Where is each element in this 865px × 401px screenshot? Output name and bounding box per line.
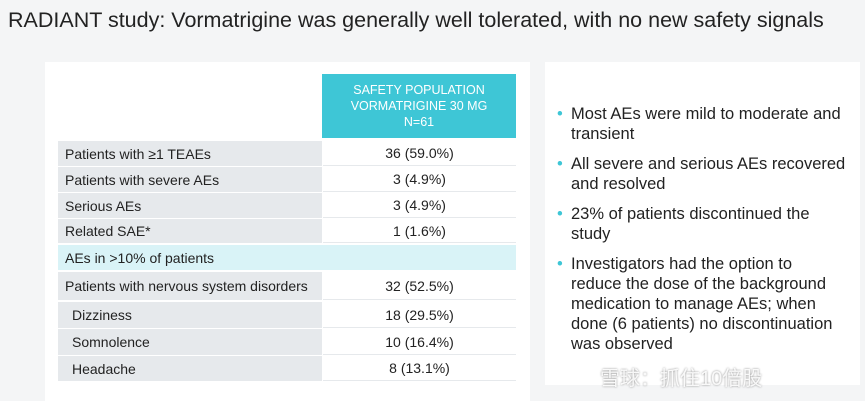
row-value: 10 (16.4%) <box>323 329 516 355</box>
row-label: Related SAE* <box>58 219 322 243</box>
row-label: Serious AEs <box>58 193 322 218</box>
row-label: Patients with nervous system disorders <box>58 272 322 300</box>
row-label: Somnolence <box>58 329 322 355</box>
watermark: 雪球：抓住10倍股 <box>600 368 763 390</box>
bullet: 23% of patients discontinued the study <box>557 204 847 244</box>
bullet: All severe and serious AEs recovered and… <box>557 154 847 194</box>
row-label: Dizziness <box>58 302 322 328</box>
row-value: 18 (29.5%) <box>323 302 516 328</box>
header-line: VORMATRIGINE 30 MG <box>350 99 488 113</box>
header-line: N=61 <box>403 115 435 129</box>
section-row: AEs in >10% of patients <box>58 245 516 270</box>
bullet: Most AEs were mild to moderate and trans… <box>557 104 847 144</box>
row-label: Headache <box>58 356 322 381</box>
slide-title: RADIANT study: Vormatrigine was generall… <box>8 8 824 32</box>
row-value: 36 (59.0%) <box>323 141 516 166</box>
row-value: 1 (1.6%) <box>323 219 516 243</box>
header-line: SAFETY POPULATION <box>353 83 485 97</box>
bullet: Investigators had the option to reduce t… <box>557 254 847 354</box>
table-header: SAFETY POPULATION VORMATRIGINE 30 MG N=61 <box>322 74 516 138</box>
row-label: Patients with ≥1 TEAEs <box>58 141 322 166</box>
row-value: 3 (4.9%) <box>323 193 516 218</box>
row-value: 3 (4.9%) <box>323 167 516 192</box>
row-value: 8 (13.1%) <box>323 356 516 381</box>
row-value: 32 (52.5%) <box>323 272 516 300</box>
row-label: Patients with severe AEs <box>58 167 322 192</box>
bullet-list: Most AEs were mild to moderate and trans… <box>557 104 847 364</box>
list: Most AEs were mild to moderate and trans… <box>557 104 847 354</box>
